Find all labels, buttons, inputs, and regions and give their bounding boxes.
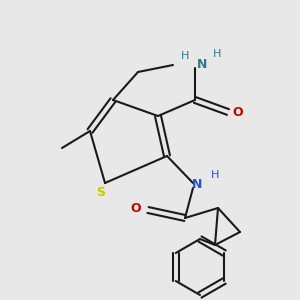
Text: N: N bbox=[197, 58, 207, 71]
Text: H: H bbox=[213, 49, 221, 59]
Text: N: N bbox=[192, 178, 202, 191]
Text: H: H bbox=[181, 51, 189, 61]
Text: O: O bbox=[131, 202, 141, 214]
Text: S: S bbox=[97, 187, 106, 200]
Text: O: O bbox=[233, 106, 243, 118]
Text: H: H bbox=[211, 170, 219, 180]
